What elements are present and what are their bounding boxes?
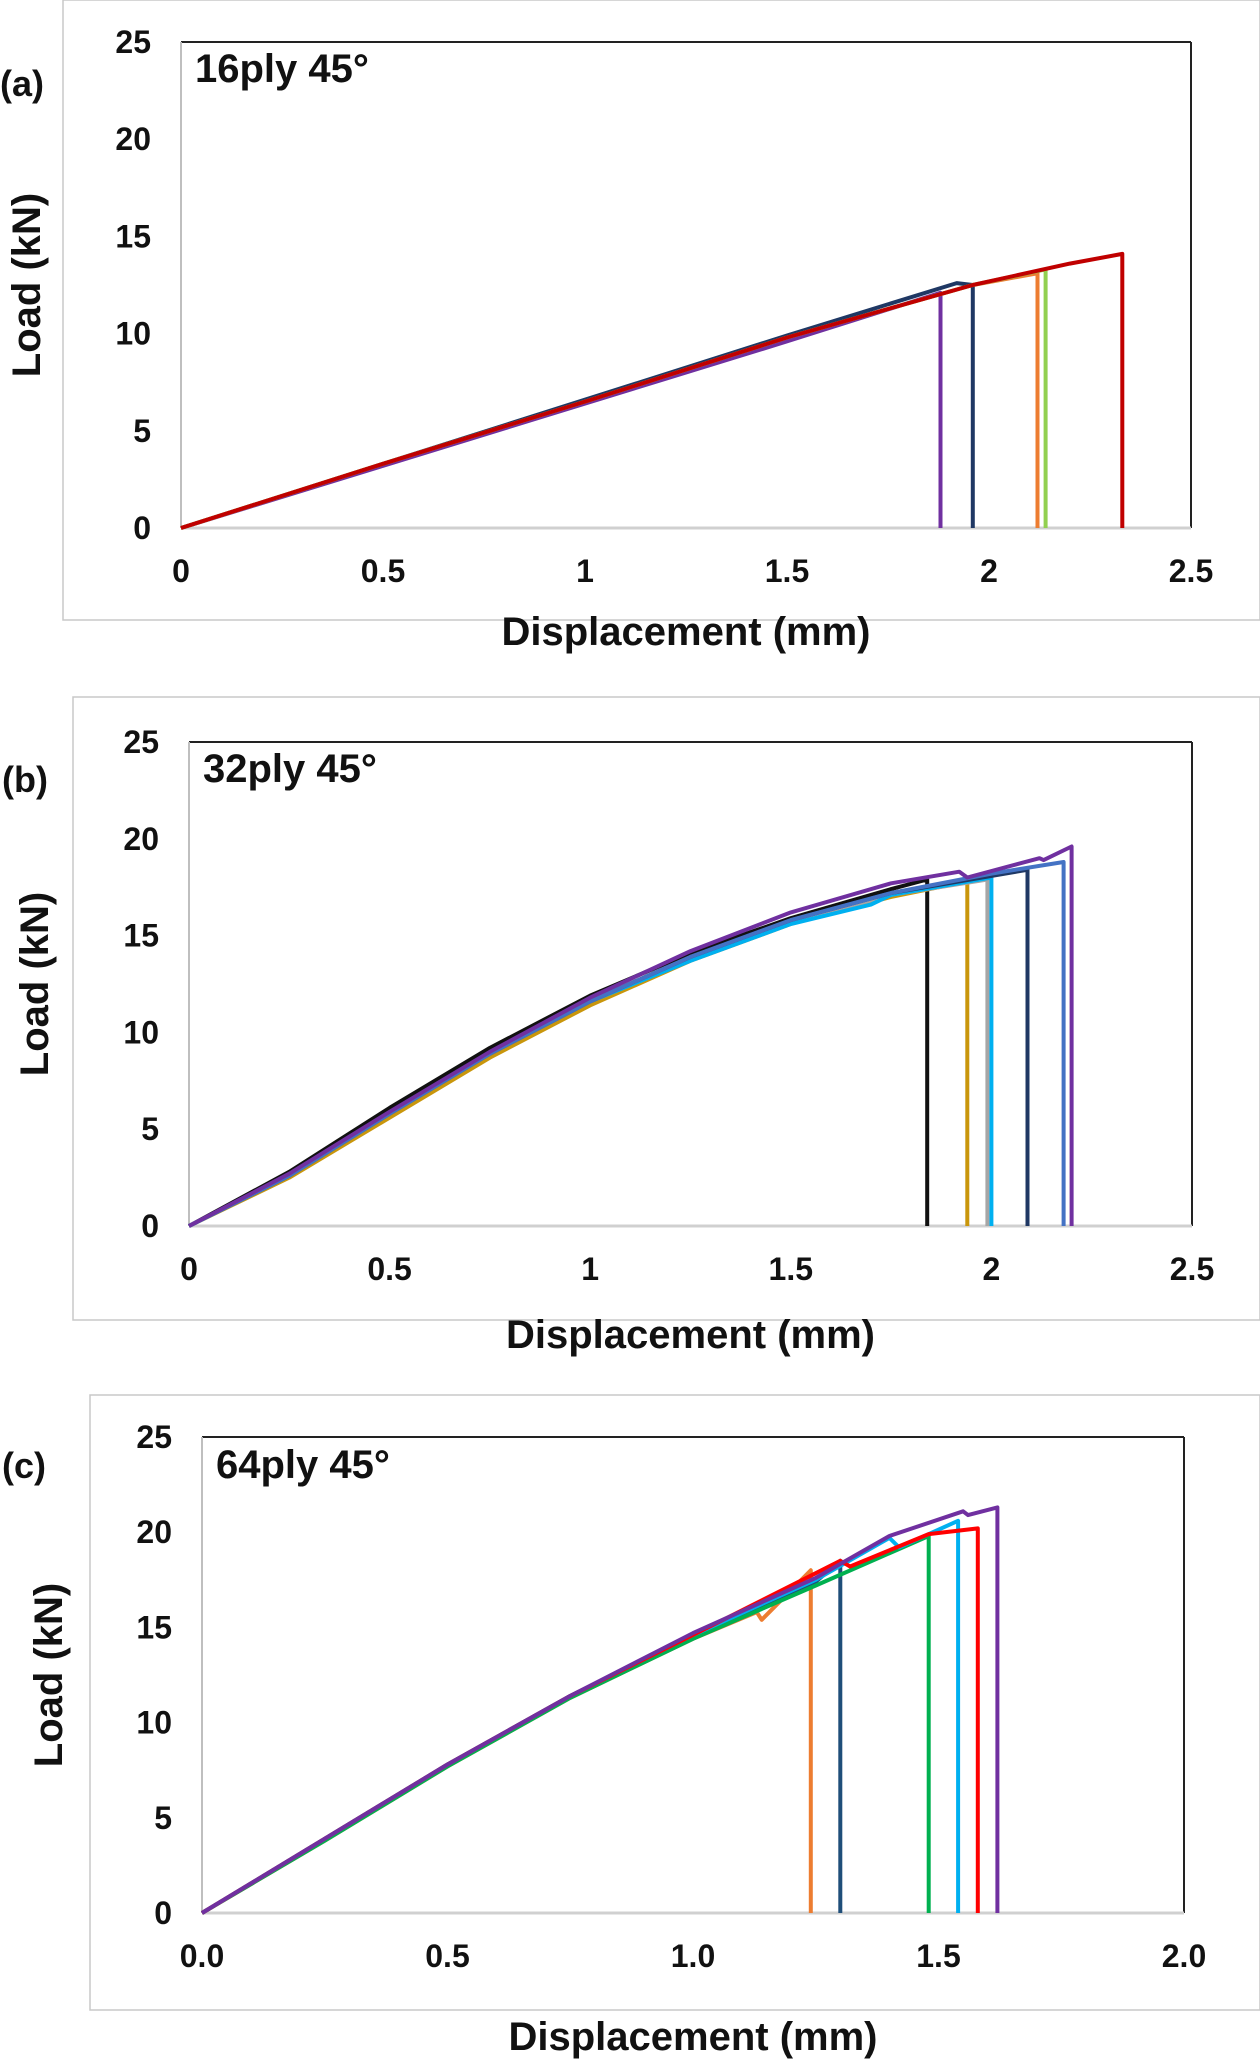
y-tick-label: 10: [136, 1705, 172, 1741]
y-tick-label: 0: [133, 510, 151, 546]
y-tick-label: 15: [115, 218, 151, 254]
x-tick-label: 1.5: [916, 1938, 960, 1974]
chart-title: 32ply 45°: [203, 747, 377, 791]
x-axis-title: Displacement (mm): [502, 610, 871, 654]
x-tick-label: 0.5: [367, 1251, 411, 1287]
y-axis-title: Load (kN): [13, 892, 57, 1076]
y-tick-label: 25: [123, 724, 159, 760]
chart-panel-b: 0 0.5 1 1.5 2 2.5 0 5 10 15 20 25 Displacement (mm) L…: [2, 696, 1260, 1357]
y-tick-label: 5: [133, 413, 151, 449]
panel-frame: [62, 0, 1260, 621]
y-tick-label: 20: [115, 121, 151, 157]
y-tick-label: 25: [136, 1419, 172, 1455]
y-tick-label: 20: [136, 1514, 172, 1550]
y-axis-title: Load (kN): [27, 1583, 71, 1767]
y-tick-label: 5: [154, 1800, 172, 1836]
chart-title: 16ply 45°: [195, 47, 369, 91]
series-line-specimen-6: [188, 860, 1066, 1228]
y-tick-label: 15: [123, 918, 159, 954]
x-tick-label: 0: [180, 1251, 198, 1287]
chart-panel-a: 0 0.5 1 1.5 2 2.5 0 5 10 15 20 25 Displacement (mm) L…: [0, 0, 1260, 654]
x-tick-label: 1.5: [769, 1251, 813, 1287]
series-line-specimen-7: [188, 844, 1074, 1228]
y-tick-label: 0: [141, 1208, 159, 1244]
panel-frame: [72, 696, 1260, 1321]
x-tick-label: 0.5: [361, 553, 405, 589]
x-axis-title: Displacement (mm): [506, 1313, 875, 1357]
x-tick-label: 1: [576, 553, 594, 589]
x-tick-label: 1.0: [671, 1938, 715, 1974]
x-tick-label: 2: [980, 553, 998, 589]
x-tick-label: 1.5: [765, 553, 809, 589]
chart-title: 64ply 45°: [216, 1443, 390, 1487]
y-tick-label: 10: [123, 1014, 159, 1050]
series-line-specimen-5: [188, 867, 1030, 1228]
series-line-specimen-5: [200, 1526, 980, 1915]
y-axis-title: Load (kN): [5, 193, 49, 377]
series-line-specimen-1: [188, 877, 930, 1228]
y-tick-label: 20: [123, 821, 159, 857]
x-tick-label: 0.0: [180, 1938, 224, 1974]
series-line-specimen-3: [188, 877, 990, 1228]
y-tick-label: 25: [115, 24, 151, 60]
y-tick-label: 10: [115, 316, 151, 352]
x-axis-title: Displacement (mm): [509, 2015, 878, 2059]
y-tick-label: 0: [154, 1895, 172, 1931]
y-tick-label: 15: [136, 1609, 172, 1645]
x-tick-label: 2.5: [1170, 1251, 1214, 1287]
series-line-specimen-2: [188, 879, 970, 1228]
series-line-specimen-6: [200, 1505, 1000, 1915]
series-line-specimen-3: [200, 1534, 931, 1915]
x-tick-label: 0.5: [425, 1938, 469, 1974]
x-tick-label: 0: [172, 553, 190, 589]
chart-panel-c: 0.0 0.5 1.0 1.5 2.0 0 5 10 15 20 25 Displacement (m…: [2, 1394, 1260, 2059]
panel-label: (a): [0, 63, 44, 104]
panel-frame: [89, 1394, 1260, 2011]
series-line-specimen-5: [180, 251, 1125, 530]
y-tick-label: 5: [141, 1111, 159, 1147]
x-tick-label: 1: [581, 1251, 599, 1287]
x-tick-label: 2: [983, 1251, 1001, 1287]
x-tick-label: 2.0: [1162, 1938, 1206, 1974]
series-line-specimen-4: [200, 1518, 961, 1915]
series-line-specimen-4: [188, 875, 994, 1228]
panel-label: (b): [2, 759, 48, 800]
panel-label: (c): [2, 1445, 46, 1486]
x-tick-label: 2.5: [1169, 553, 1213, 589]
